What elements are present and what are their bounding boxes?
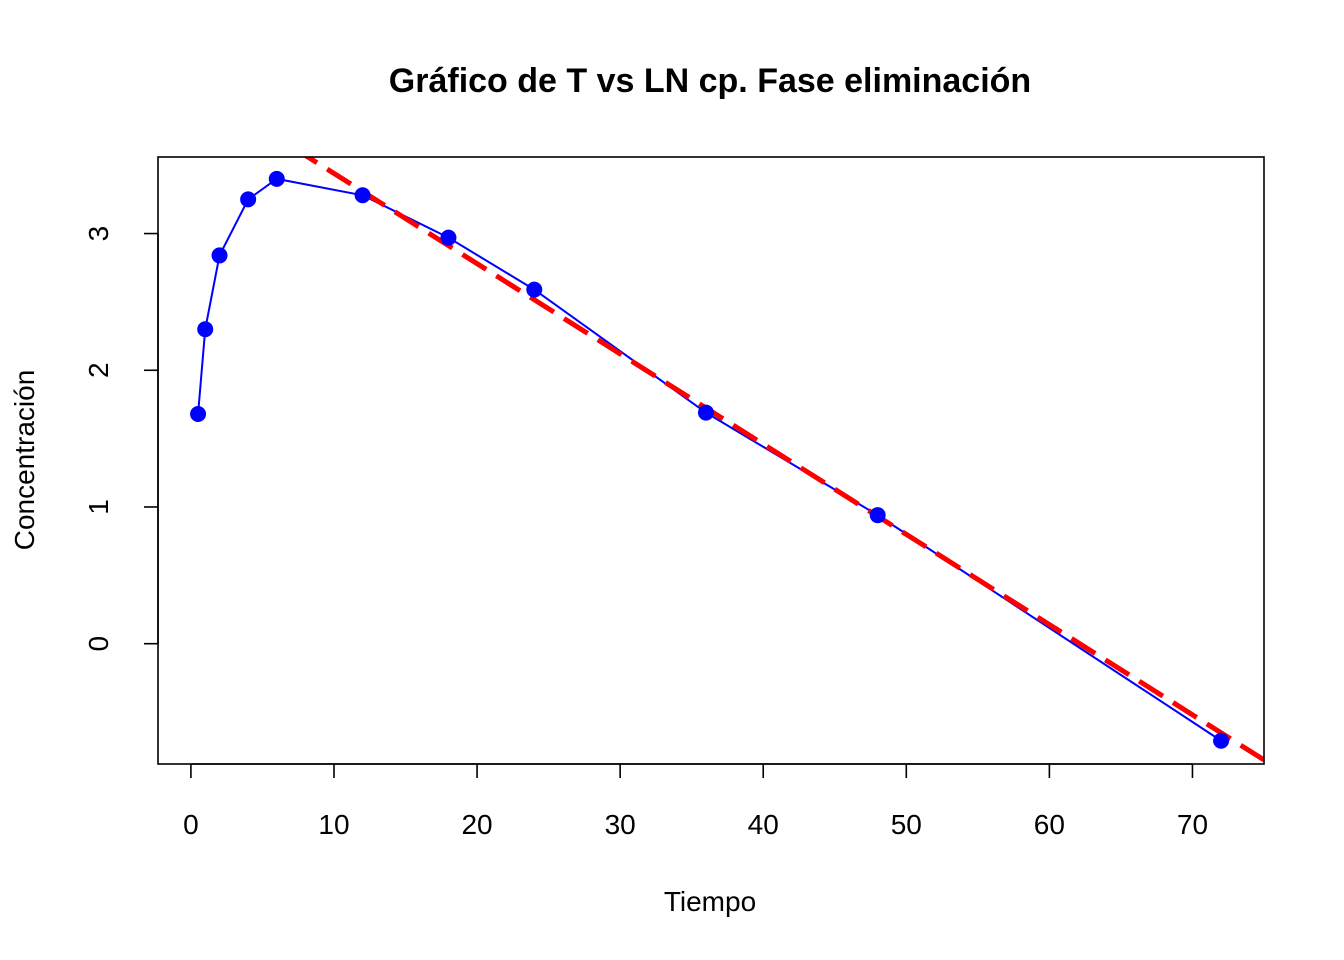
data-point xyxy=(354,187,371,204)
data-point xyxy=(268,170,285,187)
x-tick-label: 0 xyxy=(183,809,199,840)
data-point xyxy=(526,281,543,298)
x-tick-label: 60 xyxy=(1034,809,1065,840)
data-point xyxy=(869,507,886,524)
data-point xyxy=(190,406,207,423)
x-tick-label: 70 xyxy=(1177,809,1208,840)
data-point xyxy=(211,247,228,264)
y-tick-label: 3 xyxy=(83,226,114,242)
data-point xyxy=(697,404,714,421)
y-tick-label: 2 xyxy=(83,362,114,378)
x-axis-label: Tiempo xyxy=(664,886,756,917)
y-tick-label: 1 xyxy=(83,499,114,515)
x-axis: 0 10 20 30 40 50 60 70 xyxy=(183,763,1208,840)
data-point xyxy=(1213,732,1230,749)
y-tick-label: 0 xyxy=(83,636,114,652)
series-line xyxy=(197,177,1222,742)
y-axis-label: Concentración xyxy=(9,370,40,551)
chart-title: Gráfico de T vs LN cp. Fase eliminación xyxy=(389,62,1031,100)
x-tick-label: 40 xyxy=(748,809,779,840)
x-tick-label: 20 xyxy=(461,809,492,840)
y-axis: 0 1 2 3 xyxy=(83,226,159,652)
data-point xyxy=(440,229,457,246)
x-tick-label: 50 xyxy=(891,809,922,840)
plot-frame xyxy=(157,156,1265,765)
x-tick-label: 30 xyxy=(605,809,636,840)
data-point xyxy=(240,191,257,208)
data-points xyxy=(190,170,1230,749)
data-point xyxy=(197,321,214,338)
x-tick-label: 10 xyxy=(318,809,349,840)
